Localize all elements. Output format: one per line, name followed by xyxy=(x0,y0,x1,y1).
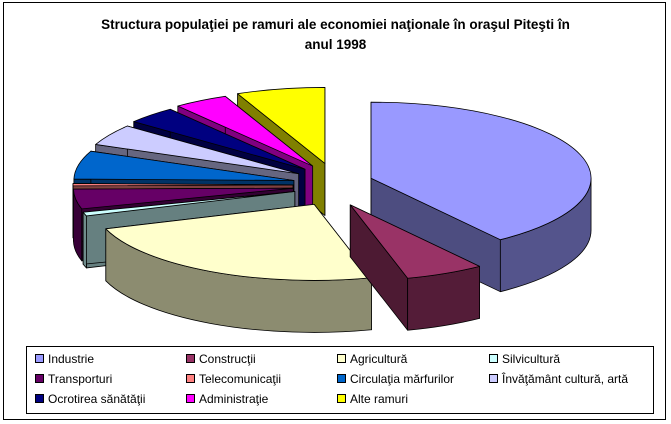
legend-label: Circulaţia mărfurilor xyxy=(350,371,455,386)
legend-label: Administraţie xyxy=(199,391,269,406)
legend-swatch xyxy=(186,394,195,403)
pie-slice-constructii xyxy=(349,204,480,331)
legend-label: Construcţii xyxy=(199,351,256,366)
legend-item-circulatia-marfurilor: Circulaţia mărfurilor xyxy=(337,371,454,386)
legend-swatch xyxy=(186,374,195,383)
legend-item-transporturi: Transporturi xyxy=(35,371,112,386)
legend-swatch xyxy=(337,374,346,383)
legend-item-constructii: Construcţii xyxy=(186,351,256,366)
legend-label: Învăţământ cultură, artă xyxy=(502,371,629,386)
legend-item-agricultura: Agricultură xyxy=(337,351,407,366)
legend-swatch xyxy=(489,374,498,383)
chart-title-line-2: anul 1998 xyxy=(304,37,367,52)
legend-swatch xyxy=(35,394,44,403)
chart-title: Structura populaţiei pe ramuri ale econo… xyxy=(0,15,671,55)
legend-item-alte-ramuri: Alte ramuri xyxy=(337,391,408,406)
legend-item-silvicultura: Silvicultură xyxy=(489,351,560,366)
legend-label: Transporturi xyxy=(48,371,113,386)
legend-label: Ocrotirea sănătăţii xyxy=(48,391,146,406)
legend-swatch xyxy=(35,354,44,363)
legend-item-ocrotirea-sanatatii: Ocrotirea sănătăţii xyxy=(35,391,145,406)
legend-item-telecomunicatii: Telecomunicaţii xyxy=(186,371,281,386)
pie-slice-agricultura xyxy=(105,204,372,333)
legend-label: Industrie xyxy=(48,351,95,366)
legend-swatch xyxy=(35,374,44,383)
legend-label: Alte ramuri xyxy=(350,391,409,406)
legend-item-industrie: Industrie xyxy=(35,351,94,366)
legend-label: Telecomunicaţii xyxy=(199,371,282,386)
legend-label: Agricultură xyxy=(350,351,408,366)
legend-item-administratie: Administraţie xyxy=(186,391,268,406)
legend-swatch xyxy=(337,394,346,403)
chart-title-line-1: Structura populaţiei pe ramuri ale econo… xyxy=(101,17,570,32)
legend-swatch xyxy=(186,354,195,363)
legend-swatch xyxy=(489,354,498,363)
legend-swatch xyxy=(337,354,346,363)
legend-item-invatamant-cultura-arta: Învăţământ cultură, artă xyxy=(489,371,628,386)
legend: Industrie Construcţii Agricultură Silvicult… xyxy=(26,346,654,414)
legend-label: Silvicultură xyxy=(502,351,561,366)
